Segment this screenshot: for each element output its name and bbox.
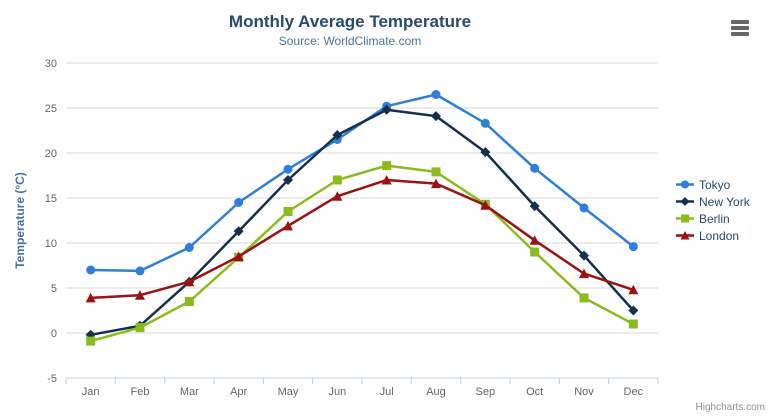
series-tokyo xyxy=(86,90,638,276)
diamond-marker xyxy=(480,147,491,158)
circle-marker xyxy=(480,118,490,128)
series-line-tokyo xyxy=(89,93,635,273)
legend-item-new-york[interactable]: New York xyxy=(676,193,750,210)
y-axis-title: Temperature (°C) xyxy=(13,172,27,269)
diamond-marker xyxy=(332,130,343,140)
circle-marker xyxy=(135,266,145,276)
square-marker xyxy=(135,323,145,333)
diamond-marker xyxy=(628,305,639,316)
y-axis-tick-label: 5 xyxy=(51,283,57,295)
square-marker xyxy=(681,214,689,223)
triangle-marker xyxy=(431,178,441,189)
diamond-marker xyxy=(579,250,589,261)
legend-label: London xyxy=(699,228,740,243)
square-marker xyxy=(184,297,194,306)
x-axis-tick-label: Oct xyxy=(526,386,543,398)
triangle-marker xyxy=(628,284,639,295)
circle-marker xyxy=(283,164,293,174)
x-axis-tick-label: May xyxy=(278,386,299,398)
triangle-marker xyxy=(184,276,195,287)
hamburger-icon[interactable] xyxy=(731,20,749,36)
y-axis-tick-label: -5 xyxy=(47,373,57,385)
triangle-marker xyxy=(579,268,589,279)
legend-label: New York xyxy=(699,194,750,209)
x-axis-tick-label: Sep xyxy=(476,386,496,398)
triangle-marker xyxy=(332,191,343,201)
triangle-marker xyxy=(135,290,145,300)
diamond-marker xyxy=(283,175,293,185)
triangle-marker xyxy=(85,292,96,303)
chart-subtitle: Source: WorldClimate.com xyxy=(278,34,422,48)
legend-circle-icon xyxy=(676,180,694,189)
diamond-marker xyxy=(529,201,540,212)
circle-marker xyxy=(681,180,689,189)
legend-diamond-icon xyxy=(676,197,694,206)
series-line-berlin xyxy=(89,164,635,343)
x-axis-tick-label: Jun xyxy=(328,386,346,398)
legend-item-berlin[interactable]: Berlin xyxy=(676,210,750,227)
chart-title: Monthly Average Temperature xyxy=(228,12,472,31)
square-marker xyxy=(431,167,441,177)
triangle-marker xyxy=(480,200,491,210)
triangle-marker xyxy=(283,220,293,231)
chart-legend: Tokyo New York Berlin London xyxy=(676,176,750,244)
diamond-marker xyxy=(233,226,244,237)
hamburger-bar xyxy=(731,32,749,36)
diamond-marker xyxy=(381,104,392,115)
circle-marker xyxy=(234,198,244,207)
hamburger-bar xyxy=(731,26,749,30)
series-new-york xyxy=(85,104,639,340)
triangle-marker xyxy=(529,235,540,245)
square-marker xyxy=(283,207,293,216)
diamond-marker xyxy=(431,111,441,122)
square-marker xyxy=(530,247,540,257)
x-axis-tick-label: Mar xyxy=(180,386,199,398)
legend-item-tokyo[interactable]: Tokyo xyxy=(676,176,750,193)
legend-triangle-icon xyxy=(676,231,694,240)
x-axis-tick-label: Jan xyxy=(82,386,100,398)
circle-marker xyxy=(579,203,589,213)
triangle-marker xyxy=(233,251,244,261)
square-marker xyxy=(332,175,342,185)
series-line-london xyxy=(89,178,635,300)
x-axis-tick-label: Feb xyxy=(131,386,150,398)
x-axis-tick-label: Apr xyxy=(230,386,247,398)
y-axis-tick-label: 20 xyxy=(45,148,57,160)
legend-label: Berlin xyxy=(699,211,730,226)
circle-marker xyxy=(530,163,540,173)
y-axis-tick-label: 30 xyxy=(45,58,57,70)
triangle-marker xyxy=(381,175,392,185)
square-marker xyxy=(579,293,589,303)
y-axis-tick-label: 15 xyxy=(45,193,57,205)
legend-label: Tokyo xyxy=(699,177,731,192)
highcharts-credits-link[interactable]: Highcharts.com xyxy=(695,402,765,413)
x-axis-tick-label: Jul xyxy=(380,386,394,398)
legend-item-london[interactable]: London xyxy=(676,227,750,244)
x-axis-tick-label: Aug xyxy=(426,386,446,398)
series-london xyxy=(85,175,639,303)
x-axis-tick-label: Nov xyxy=(574,386,594,398)
square-marker xyxy=(628,319,638,329)
circle-marker xyxy=(431,90,441,99)
square-marker xyxy=(86,336,96,346)
series-line-new-york xyxy=(89,108,635,337)
y-axis-tick-label: 25 xyxy=(45,103,57,115)
circle-marker xyxy=(628,242,638,252)
x-axis-tick-label: Dec xyxy=(624,386,644,398)
circle-marker xyxy=(184,243,194,252)
triangle-marker xyxy=(680,231,690,240)
legend-square-icon xyxy=(676,214,694,223)
diamond-marker xyxy=(680,197,690,206)
y-axis-tick-label: 0 xyxy=(51,328,57,340)
circle-marker xyxy=(86,265,96,275)
y-axis-tick-label: 10 xyxy=(45,238,57,250)
square-marker xyxy=(382,161,392,171)
hamburger-bar xyxy=(731,20,749,24)
